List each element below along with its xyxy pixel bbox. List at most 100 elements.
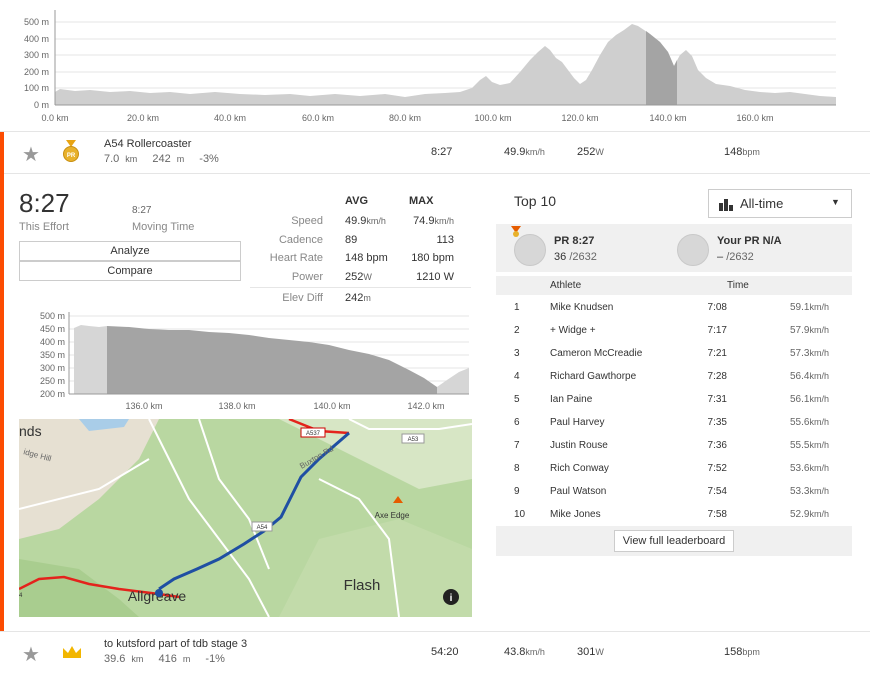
star-icon[interactable]: ★ xyxy=(22,644,40,666)
a537-label: A537 xyxy=(306,431,321,437)
segment-elevation-profile[interactable]: 500 m 450 m 400 m 350 m 300 m 250 m 200 … xyxy=(19,308,472,416)
stat-max: 1210 W xyxy=(416,271,454,283)
effort-time: 7:31 xyxy=(707,394,727,405)
svg-text:PR: PR xyxy=(67,153,76,159)
rank: 3 xyxy=(514,348,520,359)
y-tick: 400 m xyxy=(40,337,65,347)
analyze-button[interactable]: Analyze xyxy=(19,241,241,261)
pr-medal-icon: PR xyxy=(63,140,79,162)
effort-speed: 53.3km/h xyxy=(790,486,829,497)
crown-icon xyxy=(63,646,81,658)
effort-speed: 52.9km/h xyxy=(790,509,829,520)
stat-avg: 148 bpm xyxy=(345,252,388,264)
segment-row[interactable]: ★ PR A54 Rollercoaster 7.0 km 242 m -3% 8:… xyxy=(0,131,870,173)
stat-avg: 242m xyxy=(345,292,371,304)
segment-hr: 148bpm xyxy=(724,146,760,158)
this-effort-label: This Effort xyxy=(19,221,69,233)
profile-post xyxy=(437,368,469,394)
segment-power: 252W xyxy=(577,146,604,158)
y-tick: 200 m xyxy=(24,67,49,77)
stat-avg: 252W xyxy=(345,271,372,283)
athlete-name[interactable]: Paul Watson xyxy=(550,486,607,497)
star-icon[interactable]: ★ xyxy=(22,144,40,166)
y-tick: 250 m xyxy=(40,376,65,386)
x-tick: 136.0 km xyxy=(125,401,162,411)
leaderboard-row[interactable]: 7 Justin Rouse 7:36 55.5km/h xyxy=(496,434,852,457)
effort-speed: 56.4km/h xyxy=(790,371,829,382)
profile-pre xyxy=(74,325,107,394)
elevation-chart: 500 m 400 m 300 m 200 m 100 m 0 m 0.0 km… xyxy=(24,10,836,123)
leaderboard-row[interactable]: 6 Paul Harvey 7:35 55.6km/h xyxy=(496,411,852,434)
leaderboard-row[interactable]: 9 Paul Watson 7:54 53.3km/h xyxy=(496,480,852,503)
y-tick: 500 m xyxy=(24,17,49,27)
y-tick: 300 m xyxy=(24,50,49,60)
col-athlete: Athlete xyxy=(550,280,582,291)
rank: 9 xyxy=(514,486,520,497)
effort-time: 7:17 xyxy=(707,325,727,336)
athlete-name[interactable]: Cameron McCreadie xyxy=(550,348,643,359)
place-label: Axe Edge xyxy=(375,511,410,520)
stat-label: Cadence xyxy=(278,234,323,246)
road-label: 4 xyxy=(19,593,23,599)
leaderboard-row[interactable]: 4 Richard Gawthorpe 7:28 56.4km/h xyxy=(496,365,852,388)
athlete-name[interactable]: Paul Harvey xyxy=(550,417,605,428)
rank: 7 xyxy=(514,440,520,451)
segment-elevation-chart: 500 m 450 m 400 m 350 m 300 m 250 m 200 … xyxy=(40,311,469,411)
stat-max: 180 bpm xyxy=(411,252,454,264)
effort-speed: 57.9km/h xyxy=(790,325,829,336)
a54-label: A54 xyxy=(257,525,268,531)
stat-max: 113 xyxy=(436,234,454,246)
x-tick: 20.0 km xyxy=(127,113,159,123)
effort-time: 7:36 xyxy=(707,440,727,451)
athlete-name[interactable]: + Widge + xyxy=(550,325,596,336)
leaderboard-row[interactable]: 3 Cameron McCreadie 7:21 57.3km/h xyxy=(496,342,852,365)
athlete-name[interactable]: Rich Conway xyxy=(550,463,609,474)
x-tick: 140.0 km xyxy=(649,113,686,123)
segment-name[interactable]: A54 Rollercoaster xyxy=(104,138,192,150)
activity-elevation-profile[interactable]: 500 m 400 m 300 m 200 m 100 m 0 m 0.0 km… xyxy=(0,0,870,130)
info-icon[interactable] xyxy=(443,589,459,605)
place-label: nds xyxy=(19,423,42,439)
segment-row[interactable]: ★ to kutsford part of tdb stage 3 39.6 km… xyxy=(0,631,870,677)
your-pr-label: Your PR N/A xyxy=(717,235,782,247)
athlete-name[interactable]: Justin Rouse xyxy=(550,440,608,451)
rank: 6 xyxy=(514,417,520,428)
athlete-name[interactable]: Ian Paine xyxy=(550,394,593,405)
athlete-name[interactable]: Mike Knudsen xyxy=(550,302,614,313)
caret-down-icon: ▼ xyxy=(831,197,840,207)
compare-button[interactable]: Compare xyxy=(19,261,241,281)
stat-avg: 49.9km/h xyxy=(345,215,386,227)
leaderboard-row[interactable]: 1 Mike Knudsen 7:08 59.1km/h xyxy=(496,296,852,319)
x-tick: 0.0 km xyxy=(41,113,68,123)
leaderboard-filter-dropdown[interactable]: All-time ▼ xyxy=(708,189,852,218)
segment-map[interactable]: A537 A53 A54 Buxton Rd nds idge Hill Axe… xyxy=(19,419,472,617)
athlete-name[interactable]: Richard Gawthorpe xyxy=(550,371,637,382)
athlete-name[interactable]: Mike Jones xyxy=(550,509,601,520)
leaderboard-row[interactable]: 8 Rich Conway 7:52 53.6km/h xyxy=(496,457,852,480)
effort-speed: 55.6km/h xyxy=(790,417,829,428)
your-pr-avatar xyxy=(677,234,709,266)
bar-chart-icon xyxy=(719,199,733,211)
pr-badge-icon xyxy=(511,226,521,237)
leaderboard-row[interactable]: 10 Mike Jones 7:58 52.9km/h xyxy=(496,503,852,526)
segment-meta: 7.0 km 242 m -3% xyxy=(104,153,219,165)
segment-power: 301W xyxy=(577,646,604,658)
leaderboard-row[interactable]: 2 + Widge + 7:17 57.9km/h xyxy=(496,319,852,342)
rank: 5 xyxy=(514,394,520,405)
effort-time: 7:21 xyxy=(707,348,727,359)
x-tick: 120.0 km xyxy=(561,113,598,123)
stat-label: Speed xyxy=(291,215,323,227)
y-tick: 200 m xyxy=(40,389,65,399)
segment-name[interactable]: to kutsford part of tdb stage 3 xyxy=(104,638,248,650)
y-tick: 450 m xyxy=(40,324,65,334)
segment-meta: 39.6 km 416 m -1% xyxy=(104,653,225,665)
effort-speed: 55.5km/h xyxy=(790,440,829,451)
divider xyxy=(4,173,870,174)
effort-time: 7:54 xyxy=(707,486,727,497)
avg-header: AVG xyxy=(345,195,369,207)
x-tick: 140.0 km xyxy=(313,401,350,411)
leaderboard-title: Top 10 xyxy=(514,193,557,209)
leaderboard-row[interactable]: 5 Ian Paine 7:31 56.1km/h xyxy=(496,388,852,411)
view-full-leaderboard-button[interactable]: View full leaderboard xyxy=(614,530,734,552)
x-tick: 100.0 km xyxy=(474,113,511,123)
